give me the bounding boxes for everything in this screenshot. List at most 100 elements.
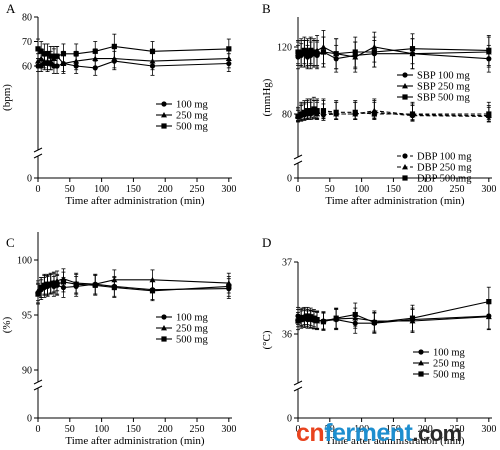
legend-marker <box>161 101 167 107</box>
data-point <box>92 48 98 54</box>
data-point <box>73 51 79 57</box>
legend-label: 500 mg <box>176 122 209 133</box>
series-5 <box>295 96 492 122</box>
data-point <box>304 49 311 55</box>
legend-marker <box>402 153 408 159</box>
watermark-part-a: cn <box>296 419 325 447</box>
legend-label: SBP 500 mg <box>417 93 470 104</box>
data-point <box>409 315 416 321</box>
legend-marker <box>418 360 424 366</box>
y-tick-label: 100 <box>17 256 32 267</box>
series-line <box>38 60 229 69</box>
data-point <box>295 113 301 119</box>
legend-label: 250 mg <box>433 359 466 370</box>
data-point <box>60 279 67 285</box>
data-point <box>226 46 232 52</box>
data-point <box>48 53 54 59</box>
x-tick-label: 100 <box>94 184 109 195</box>
data-point <box>333 51 339 57</box>
data-point <box>35 291 41 297</box>
data-point <box>352 109 358 115</box>
legend-marker <box>161 112 167 118</box>
data-point <box>301 47 307 53</box>
series-1 <box>295 303 492 333</box>
x-tick-label: 100 <box>94 424 109 435</box>
data-point <box>149 48 156 54</box>
data-point <box>486 47 492 53</box>
x-axis-label: Time after administration (min) <box>65 435 205 447</box>
data-point <box>308 108 314 114</box>
data-point <box>60 51 67 57</box>
data-point <box>311 315 317 321</box>
y-axis-label: (mmHg) <box>261 78 273 116</box>
data-point <box>486 111 492 117</box>
x-tick-label: 0 <box>36 424 41 435</box>
legend-label: 250 mg <box>176 324 209 335</box>
data-point <box>44 281 51 287</box>
x-tick-label: 300 <box>221 184 236 195</box>
data-point <box>51 280 57 286</box>
legend-label: 100 mg <box>176 313 209 324</box>
data-point <box>38 284 44 291</box>
data-point <box>352 311 358 318</box>
data-point <box>51 53 57 59</box>
series-2 <box>295 286 492 333</box>
legend-label: 250 mg <box>176 111 209 122</box>
legend-marker <box>161 325 167 331</box>
x-tick-label: 50 <box>65 184 75 195</box>
y-tick-label: 70 <box>22 37 32 48</box>
y-tick-label: 0 <box>287 414 292 425</box>
legend-marker <box>418 349 424 355</box>
panel-label: D <box>262 235 271 250</box>
x-tick-label: 50 <box>65 424 75 435</box>
axis-break-mark <box>293 380 303 392</box>
legend-label: DBP 250 mg <box>417 163 472 174</box>
data-point <box>304 108 311 114</box>
data-point <box>226 283 232 289</box>
y-tick-label: 0 <box>27 174 32 185</box>
data-point <box>48 281 54 287</box>
data-point <box>314 51 320 57</box>
legend-marker <box>402 175 408 181</box>
data-point <box>314 108 320 114</box>
data-point <box>92 282 98 288</box>
axis-break-mark <box>33 147 43 159</box>
data-point <box>352 49 358 55</box>
data-point <box>73 281 79 287</box>
watermark-part-b: ferment <box>324 419 413 447</box>
legend-marker <box>402 94 408 100</box>
watermark-logo: cnferment.com <box>296 418 486 448</box>
legend-label: 500 mg <box>433 370 466 381</box>
watermark-part-c: .com <box>412 421 462 446</box>
data-point <box>149 288 156 294</box>
x-axis-label: Time after administration (min) <box>65 195 205 207</box>
legend-label: DBP 500 mg <box>417 174 472 185</box>
y-tick-label: 120 <box>277 43 292 54</box>
series-line <box>37 45 229 57</box>
legend-label: SBP 250 mg <box>417 82 470 93</box>
x-tick-label: 150 <box>386 424 401 435</box>
y-tick-label: 80 <box>22 13 32 24</box>
legend-label: 100 mg <box>433 348 466 359</box>
data-point <box>320 49 327 55</box>
legend-marker <box>161 314 167 320</box>
legend-marker <box>161 336 167 342</box>
data-point <box>308 314 314 320</box>
series-2 <box>295 33 492 70</box>
x-tick-label: 200 <box>158 424 173 435</box>
panel-a: A 0 60 70 80 0 50 100 150 200 250 300 Time after adm… <box>1 1 236 207</box>
x-tick-label: 300 <box>481 184 496 195</box>
axis-break-mark <box>33 379 43 391</box>
data-point <box>54 281 60 287</box>
y-tick-label: 0 <box>287 174 292 185</box>
x-tick-label: 100 <box>354 184 369 195</box>
axis-break-mark <box>293 154 303 166</box>
x-tick-label: 300 <box>221 424 236 435</box>
y-axis-label: (bpm) <box>1 84 13 111</box>
data-point <box>298 51 304 57</box>
data-point <box>298 317 304 323</box>
data-point <box>311 49 317 55</box>
